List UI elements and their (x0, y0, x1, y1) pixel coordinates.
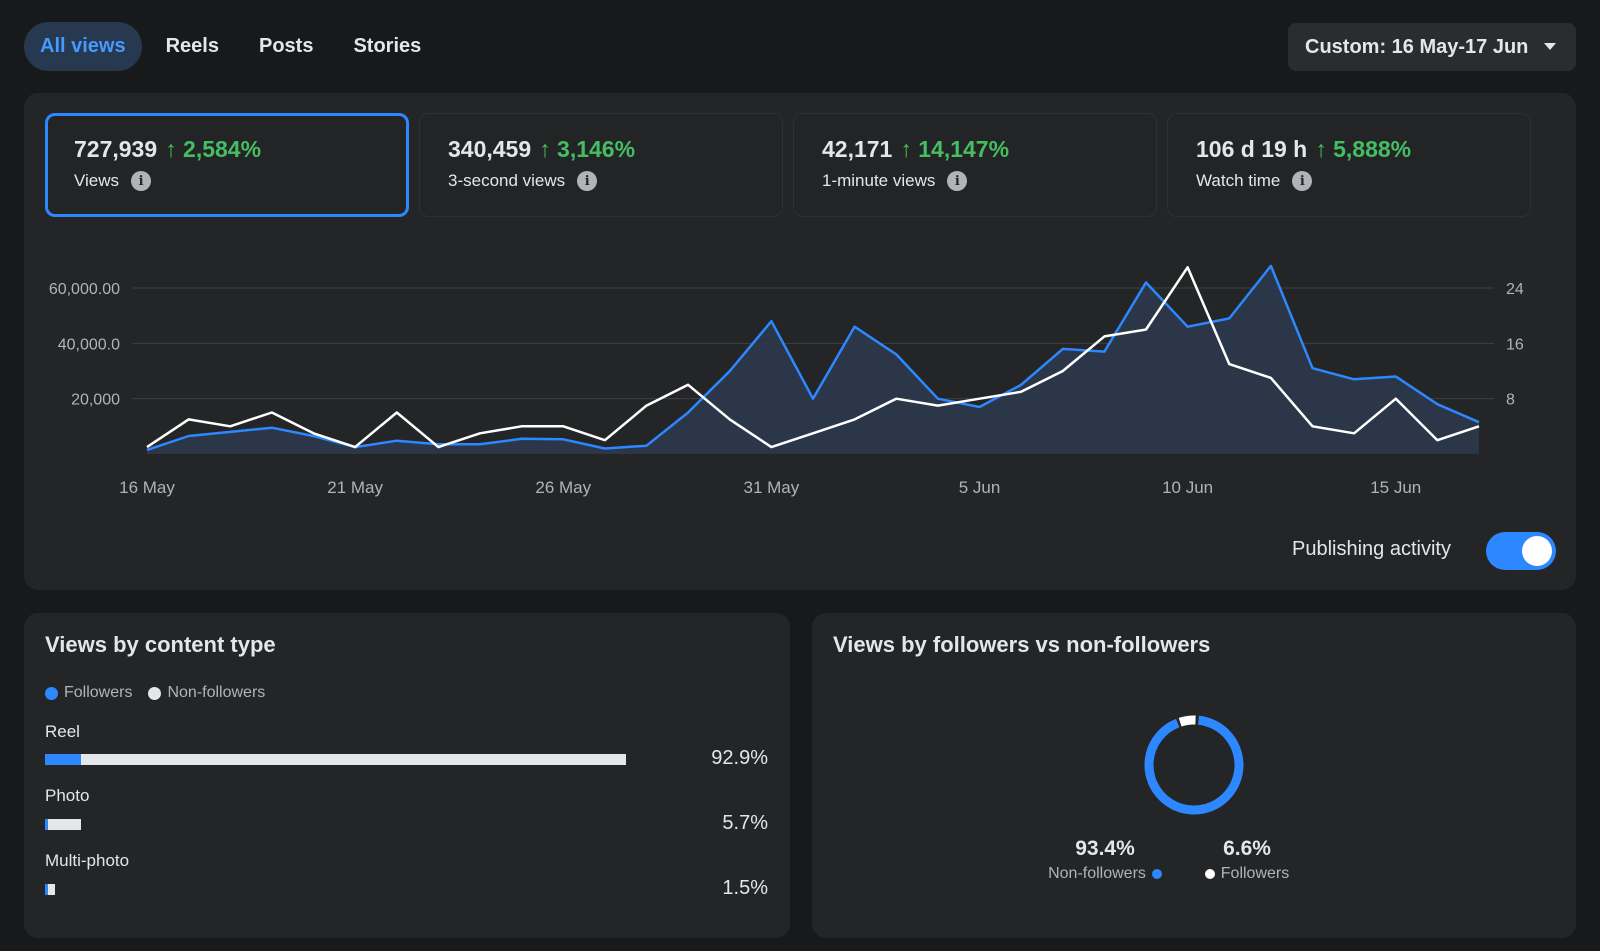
panel-title: Views by followers vs non-followers (833, 632, 1211, 657)
info-icon[interactable]: i (577, 171, 598, 191)
tab-stories[interactable]: Stories (353, 35, 422, 57)
panel-title: Views by content type (45, 632, 276, 657)
x-tick-label: 5 Jun (959, 478, 1001, 497)
view-type-tabs: All views Reels Posts Stories (24, 22, 445, 71)
bar-followers-segment (45, 819, 48, 830)
bar-photo[interactable] (45, 819, 81, 830)
bar-non-followers-segment (48, 884, 55, 895)
x-tick-label: 15 Jun (1370, 478, 1421, 497)
series-area-fill (147, 265, 1479, 454)
metric-value: 340,459 (448, 136, 532, 162)
x-tick-label: 16 May (119, 478, 175, 497)
legend-label: Followers (64, 684, 133, 701)
date-range-dropdown[interactable]: Custom: 16 May-17 Jun (1288, 23, 1576, 71)
caret-down-icon (1544, 43, 1556, 50)
metric-card-3-second-views[interactable]: 340,459 ↑ 3,146% 3-second views i (419, 113, 783, 217)
row-label-reel: Reel (45, 722, 80, 741)
info-icon[interactable]: i (947, 171, 968, 191)
tab-all-views[interactable]: All views (24, 22, 142, 71)
x-tick-label: 10 Jun (1162, 478, 1213, 497)
metric-change: ↑ 5,888% (1315, 136, 1412, 162)
followers-label: Followers (1220, 865, 1290, 882)
content-type-panel: Views by content type Followers Non-foll… (24, 613, 790, 938)
x-tick-label: 21 May (327, 478, 383, 497)
non-followers-label: Non-followers (1048, 865, 1146, 882)
legend-item-non-followers: Non-followers (148, 684, 265, 702)
metric-value: 42,171 (822, 136, 893, 162)
bar-followers-segment (45, 884, 48, 895)
series-line-views (146, 264, 1480, 452)
bar-non-followers-segment (80, 754, 626, 765)
metric-value: 727,939 (74, 136, 158, 162)
y-left-tick-label: 60,000.00 (49, 281, 120, 298)
x-tick-label: 26 May (535, 478, 591, 497)
metric-change: ↑ 3,146% (539, 136, 636, 162)
donut-segment-non-followers[interactable] (1144, 715, 1244, 815)
followers-split-panel: Views by followers vs non-followers 93.4… (812, 613, 1576, 938)
followers-pct: 6.6% (1223, 837, 1271, 860)
info-icon[interactable]: i (1292, 171, 1313, 191)
views-overview-panel: 727,939 ↑ 2,584% Views i 340,459 ↑ 3,146… (24, 93, 1576, 590)
row-pct-reel: 92.9% (711, 747, 768, 769)
y-right-tick-label: 8 (1506, 392, 1515, 409)
metric-card-1-minute-views[interactable]: 42,171 ↑ 14,147% 1-minute views i (793, 113, 1157, 217)
chart-legend: Followers Non-followers (45, 684, 281, 702)
views-line-chart[interactable]: 20,000 8 40,000.0 16 60,000.00 24 16 May 21 May… (24, 93, 1576, 533)
date-range-label: Custom: 16 May-17 Jun (1305, 35, 1529, 58)
tab-reels[interactable]: Reels (165, 35, 219, 57)
metric-card-views[interactable]: 727,939 ↑ 2,584% Views i (45, 113, 409, 217)
bar-multi-photo[interactable] (45, 884, 55, 895)
metric-value: 106 d 19 h (1196, 136, 1308, 162)
white-dot-icon (1204, 869, 1215, 879)
publishing-activity-toggle[interactable] (1486, 532, 1556, 570)
metric-change: ↑ 14,147% (900, 136, 1010, 162)
donut-chart[interactable] (1140, 711, 1248, 824)
legend-non-followers: 93.4% Non-followers (1037, 837, 1173, 883)
metric-change: ↑ 2,584% (165, 136, 262, 162)
donut-segment-followers[interactable] (1140, 711, 1248, 819)
x-tick-label: 31 May (744, 478, 800, 497)
legend-item-followers: Followers (45, 684, 132, 702)
non-followers-pct: 93.4% (1075, 837, 1135, 860)
row-label-photo: Photo (45, 786, 90, 805)
bar-followers-segment (45, 754, 81, 765)
tab-posts[interactable]: Posts (258, 35, 314, 57)
y-left-tick-label: 20,000 (71, 392, 120, 409)
row-pct-photo: 5.7% (722, 812, 768, 834)
metric-label: Views (74, 171, 120, 190)
bar-reel[interactable] (45, 754, 626, 765)
toggle-knob (1522, 536, 1552, 566)
y-right-tick-label: 24 (1506, 281, 1524, 298)
legend-label: Non-followers (167, 684, 266, 701)
blue-dot-icon (45, 686, 58, 700)
white-dot-icon (148, 686, 162, 700)
info-icon[interactable]: i (131, 171, 152, 191)
row-pct-multi-photo: 1.5% (722, 877, 768, 899)
blue-dot-icon (1151, 869, 1162, 879)
y-right-tick-label: 16 (1506, 336, 1524, 353)
y-left-tick-label: 40,000.0 (58, 336, 120, 353)
metric-label: Watch time (1196, 171, 1281, 190)
metric-label: 1-minute views (822, 171, 936, 190)
row-label-multi-photo: Multi-photo (45, 851, 130, 870)
publishing-activity-label: Publishing activity (1292, 538, 1451, 560)
legend-followers: 6.6% Followers (1187, 837, 1307, 883)
metric-card-watch-time[interactable]: 106 d 19 h ↑ 5,888% Watch time i (1167, 113, 1531, 217)
series-line-publishing (146, 266, 1480, 449)
bar-non-followers-segment (48, 819, 81, 830)
metric-label: 3-second views (448, 171, 566, 190)
